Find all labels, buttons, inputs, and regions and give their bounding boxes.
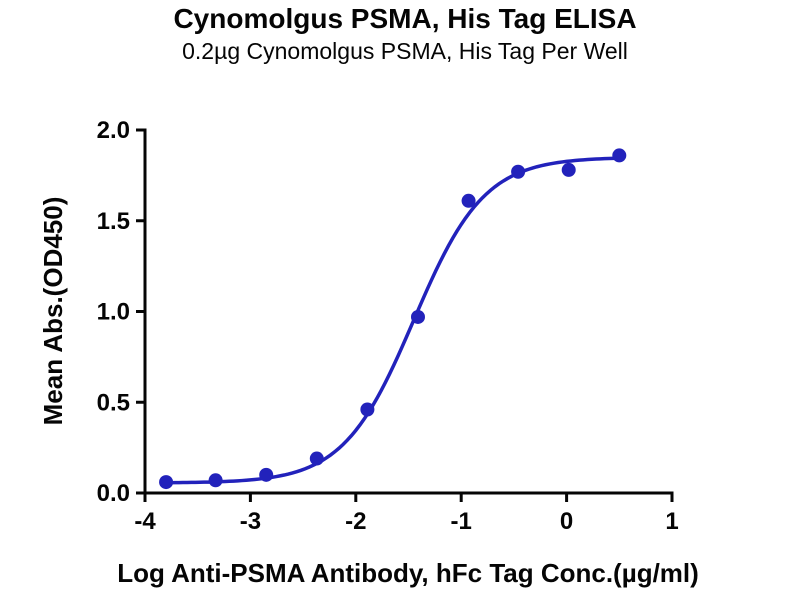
x-axis-label: Log Anti-PSMA Antibody, hFc Tag Conc.(µg… xyxy=(117,558,699,588)
data-point xyxy=(259,467,274,482)
data-point xyxy=(561,162,576,177)
axes-frame xyxy=(143,128,674,495)
y-tick-label: 0.5 xyxy=(97,389,130,416)
data-point xyxy=(612,148,627,163)
x-tick-label: -3 xyxy=(240,508,261,535)
data-point xyxy=(511,164,526,179)
x-tick-label: 0 xyxy=(560,508,573,535)
chart-title: Cynomolgus PSMA, His Tag ELISA xyxy=(173,3,636,34)
y-tick-label: 1.5 xyxy=(97,208,130,235)
y-tick-label: 0.0 xyxy=(97,480,130,507)
data-point xyxy=(309,451,324,466)
y-tick-label: 1.0 xyxy=(97,299,130,326)
data-point xyxy=(360,402,375,417)
plot-area: -4 -3 -2 -1 0 1 0.0 0.5 1.0 1.5 2.0 xyxy=(97,117,679,535)
data-point xyxy=(410,309,425,324)
y-axis-label: Mean Abs.(OD450) xyxy=(38,197,68,426)
x-tick-label: -2 xyxy=(345,508,366,535)
chart-subtitle: 0.2µg Cynomolgus PSMA, His Tag Per Well xyxy=(182,38,628,64)
x-tick-label: 1 xyxy=(665,508,678,535)
data-point xyxy=(461,193,476,208)
data-point xyxy=(159,475,174,490)
x-tick-label: -1 xyxy=(451,508,472,535)
data-point xyxy=(208,473,223,488)
fit-curve xyxy=(164,156,619,485)
x-tick-label: -4 xyxy=(134,508,156,535)
y-tick-label: 2.0 xyxy=(97,117,130,144)
